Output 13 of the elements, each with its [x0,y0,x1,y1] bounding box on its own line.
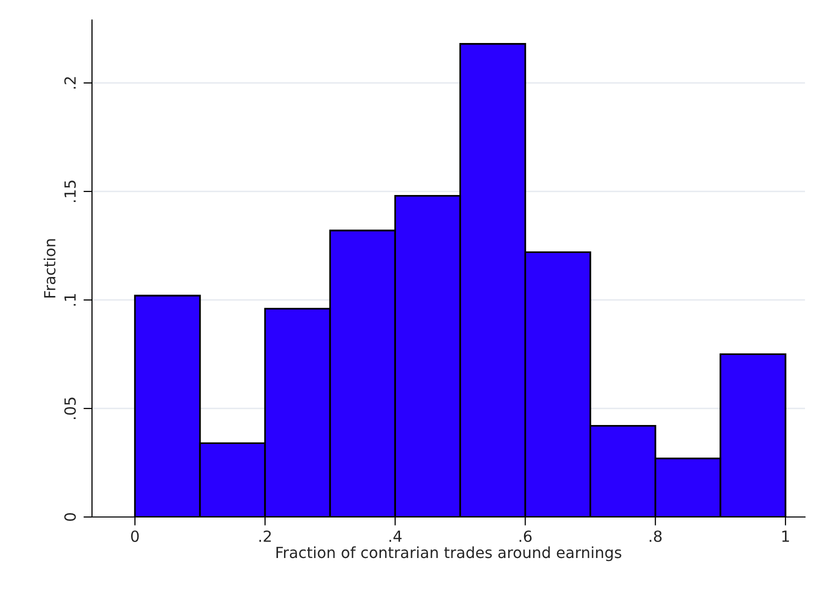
x-tick-label: .8 [650,530,662,542]
y-tick-label: .2 [64,77,76,89]
y-tick-label: .1 [64,294,76,306]
x-tick-label: .6 [520,530,532,542]
y-tick-label: 0 [64,513,76,521]
x-tick-label: .2 [259,530,271,542]
x-tick-label: 0 [131,530,139,542]
x-tick-label: 1 [782,530,789,542]
y-axis-title: Fraction [44,239,56,298]
x-tick-label: .4 [390,530,402,542]
x-axis-title: Fraction of contrarian trades around earnings [276,546,622,562]
y-tick-label: .15 [64,180,76,202]
y-tick-label: .05 [64,398,76,419]
